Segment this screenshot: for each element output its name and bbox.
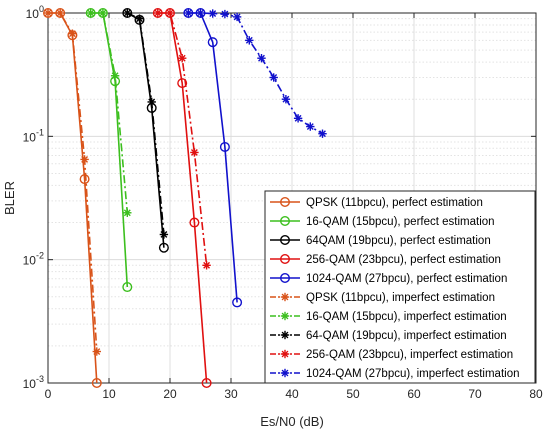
data-point	[80, 155, 89, 164]
legend-entry: 16-QAM (15bpcu), perfect estimation	[270, 215, 495, 228]
data-point	[196, 8, 205, 18]
data-point	[177, 78, 188, 89]
data-point	[92, 347, 101, 356]
legend-entry: 1024-QAM (27bpcu), imperfect estimation	[270, 368, 519, 380]
data-point	[202, 261, 211, 270]
data-point	[257, 54, 266, 63]
y-tick-label: 10-3	[23, 374, 44, 391]
data-point	[207, 37, 218, 48]
legend-entry: 64QAM (19bpcu), perfect estimation	[270, 234, 491, 247]
legend-label: QPSK (11bpcu), perfect estimation	[306, 197, 483, 209]
data-point	[68, 29, 77, 38]
legend-label: 16-QAM (15bpcu), imperfect estimation	[306, 311, 507, 323]
x-tick-label: 80	[529, 387, 543, 401]
data-point	[178, 54, 187, 63]
data-point	[245, 36, 254, 45]
legend-marker	[280, 292, 290, 302]
x-tick-label: 70	[468, 387, 482, 401]
data-point	[123, 8, 132, 18]
data-point	[43, 8, 53, 18]
legend-label: 1024-QAM (27bpcu), perfect estimation	[306, 273, 507, 285]
y-tick-label: 10-1	[23, 127, 44, 144]
legend-entry: QPSK (11bpcu), perfect estimation	[270, 196, 483, 209]
y-axis-title: BLER	[2, 181, 17, 215]
legend-label: 256-QAM (23bpcu), imperfect estimation	[306, 349, 513, 361]
series-layer	[43, 7, 327, 389]
x-tick-label: 40	[285, 387, 299, 401]
x-tick-label: 30	[224, 387, 238, 401]
data-point	[189, 217, 200, 228]
data-point	[219, 141, 230, 152]
legend-marker	[280, 273, 291, 284]
legend: QPSK (11bpcu), perfect estimation 16-QAM …	[264, 190, 536, 384]
data-point	[98, 8, 108, 18]
data-point	[110, 71, 120, 80]
series-7	[86, 8, 132, 217]
data-point	[293, 114, 303, 123]
x-axis-title: Es/N0 (dB)	[260, 414, 324, 429]
legend-entry: 256-QAM (23bpcu), imperfect estimation	[270, 349, 513, 361]
legend-entry: 1024-QAM (27bpcu), perfect estimation	[270, 273, 507, 285]
data-point	[147, 97, 156, 107]
data-point	[232, 12, 242, 22]
y-tick-label: 100	[26, 4, 44, 21]
legend-marker	[280, 349, 290, 359]
data-point	[86, 8, 95, 18]
data-point	[165, 8, 175, 18]
legend-label: 64QAM (19bpcu), perfect estimation	[306, 235, 491, 247]
series-8	[123, 8, 169, 239]
legend-entry: 256-QAM (23bpcu), perfect estimation	[270, 253, 501, 266]
data-point	[122, 7, 133, 19]
data-point	[135, 14, 144, 23]
legend-marker	[280, 253, 291, 264]
axes-layer: 0 10 20 30 40 50 60 70 80 10-3 10-2 10-1 100	[23, 4, 543, 401]
data-point	[281, 95, 291, 104]
data-point	[220, 9, 230, 19]
legend-marker	[280, 330, 290, 340]
series-line	[90, 12, 129, 213]
legend-label: 16-QAM (15bpcu), perfect estimation	[306, 216, 495, 228]
legend-entry: 64-QAM (19bpcu), imperfect estimation	[270, 330, 507, 342]
data-point	[201, 378, 212, 389]
data-point	[153, 8, 162, 18]
legend-entry: QPSK (11bpcu), imperfect estimation	[270, 292, 495, 304]
x-tick-label: 0	[45, 387, 52, 401]
data-point	[269, 73, 278, 82]
legend-marker	[280, 196, 291, 207]
legend-marker	[280, 234, 291, 245]
x-tick-label: 60	[407, 387, 421, 401]
legend-marker	[280, 311, 290, 321]
series-10	[184, 8, 327, 138]
legend-box	[264, 190, 536, 384]
series-9	[153, 8, 211, 270]
data-point	[190, 148, 199, 157]
data-point	[56, 8, 65, 18]
series-6	[43, 8, 101, 356]
data-point	[232, 297, 243, 308]
legend-marker	[280, 368, 290, 378]
legend-entry: 16-QAM (15bpcu), imperfect estimation	[270, 311, 507, 323]
legend-label: QPSK (11bpcu), imperfect estimation	[306, 292, 495, 304]
series-line	[126, 12, 165, 235]
x-tick-label: 50	[346, 387, 360, 401]
data-point	[79, 174, 90, 185]
data-point	[91, 378, 102, 389]
x-tick-label: 20	[163, 387, 177, 401]
y-tick-label: 10-2	[23, 251, 44, 268]
data-point	[318, 129, 327, 138]
legend-label: 256-QAM (23bpcu), perfect estimation	[306, 254, 501, 266]
data-point	[208, 9, 217, 18]
data-point	[306, 122, 315, 131]
x-tick-label: 10	[102, 387, 116, 401]
legend-marker	[280, 215, 291, 226]
legend-label: 1024-QAM (27bpcu), imperfect estimation	[306, 368, 519, 380]
data-point	[122, 282, 133, 293]
legend-label: 64-QAM (19bpcu), imperfect estimation	[306, 330, 507, 342]
data-point	[158, 242, 169, 253]
data-point	[184, 8, 193, 18]
data-point	[123, 208, 132, 217]
data-point	[159, 230, 169, 239]
